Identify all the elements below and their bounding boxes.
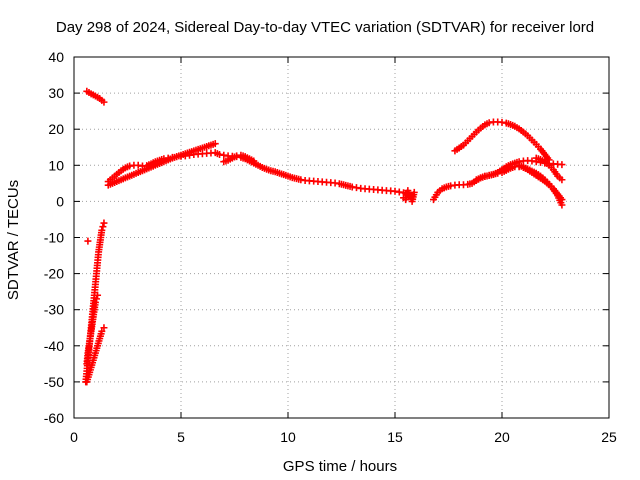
chart-title: Day 298 of 2024, Sidereal Day-to-day VTE… bbox=[56, 19, 594, 36]
x-tick-label: 15 bbox=[387, 429, 403, 445]
data-point-marker bbox=[98, 226, 106, 234]
data-point-marker bbox=[91, 298, 99, 306]
grid bbox=[74, 57, 609, 418]
y-tick-label: -40 bbox=[44, 338, 64, 354]
x-tick-label: 20 bbox=[494, 429, 510, 445]
y-tick-label: -60 bbox=[44, 410, 64, 426]
x-tick-label: 10 bbox=[280, 429, 296, 445]
data-point-marker bbox=[100, 324, 108, 332]
data-point-marker bbox=[211, 140, 219, 148]
data-point-marker bbox=[99, 223, 107, 231]
x-tick-label: 5 bbox=[177, 429, 185, 445]
series-main-tail bbox=[400, 187, 418, 205]
y-tick-label: 30 bbox=[48, 85, 64, 101]
y-tick-label: -50 bbox=[44, 374, 64, 390]
series-early-high bbox=[83, 87, 108, 106]
x-axis-label: GPS time / hours bbox=[283, 458, 397, 475]
y-tick-label: -20 bbox=[44, 266, 64, 282]
data-point-marker bbox=[558, 161, 566, 169]
y-tick-label: 0 bbox=[56, 193, 64, 209]
data-point-marker bbox=[250, 157, 258, 165]
series-main-b bbox=[104, 140, 219, 189]
y-axis-label: SDTVAR / TECUs bbox=[5, 180, 22, 300]
series-early-drop-b bbox=[83, 291, 102, 368]
data-point-marker bbox=[100, 219, 108, 227]
data-point-marker bbox=[92, 295, 100, 303]
data-point-marker bbox=[84, 237, 92, 245]
x-tick-label: 0 bbox=[70, 429, 78, 445]
data-point-marker bbox=[558, 176, 566, 184]
axis-ticks: 0 5 10 15 20 25 -60 -50 -40 -30 -20 -10 0 10 20 30 40 bbox=[44, 49, 617, 445]
series-main-a bbox=[104, 149, 416, 200]
data-points bbox=[82, 87, 566, 386]
series-main-c bbox=[220, 151, 258, 166]
series-hump bbox=[451, 118, 553, 164]
series-late-d bbox=[532, 154, 566, 184]
data-point-marker bbox=[545, 156, 553, 164]
data-point-marker bbox=[94, 291, 102, 299]
y-tick-label: 10 bbox=[48, 157, 64, 173]
data-point-marker bbox=[410, 188, 418, 196]
series-early-drop-c bbox=[83, 324, 108, 386]
data-point-marker bbox=[100, 98, 108, 106]
y-tick-label: 40 bbox=[48, 49, 64, 65]
y-tick-label: -10 bbox=[44, 230, 64, 246]
y-tick-label: 20 bbox=[48, 121, 64, 137]
data-point-marker bbox=[98, 327, 106, 335]
series-late-c bbox=[515, 161, 566, 209]
series-early-lone bbox=[84, 237, 92, 245]
data-point-marker bbox=[558, 201, 566, 209]
y-tick-label: -30 bbox=[44, 302, 64, 318]
x-tick-label: 25 bbox=[601, 429, 617, 445]
